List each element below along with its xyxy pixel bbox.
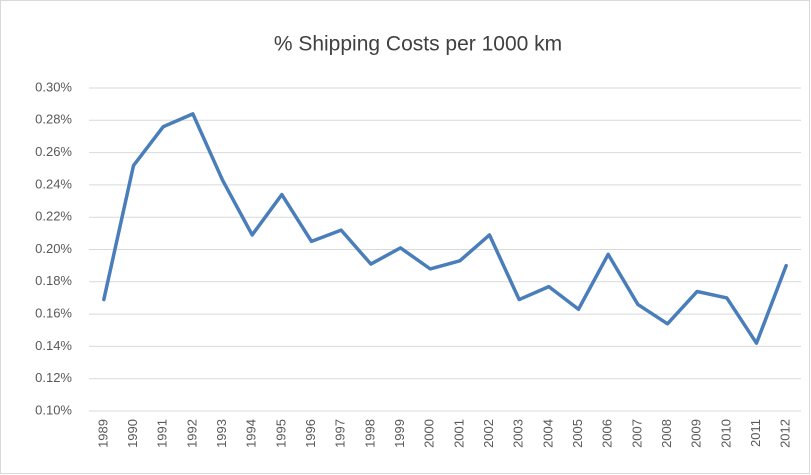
x-tick-label: 2003	[511, 419, 526, 448]
x-tick-label: 1993	[214, 419, 229, 448]
x-tick-label: 1997	[333, 419, 348, 448]
x-tick-label: 2004	[540, 419, 555, 448]
x-tick-label: 2011	[748, 419, 763, 447]
y-tick-label: 0.26%	[35, 144, 72, 159]
x-tick-label: 1990	[125, 419, 140, 448]
x-tick-label: 1994	[244, 419, 259, 448]
x-tick-label: 2010	[718, 419, 733, 448]
y-tick-label: 0.14%	[35, 338, 72, 353]
x-tick-label: 2009	[689, 419, 704, 448]
y-tick-label: 0.28%	[35, 112, 72, 127]
x-tick-label: 2007	[629, 419, 644, 448]
y-tick-label: 0.10%	[35, 402, 72, 417]
x-tick-label: 1995	[273, 419, 288, 448]
y-tick-label: 0.12%	[35, 370, 72, 385]
y-tick-label: 0.18%	[35, 273, 72, 288]
x-tick-label: 2002	[481, 419, 496, 448]
y-tick-label: 0.24%	[35, 176, 72, 191]
x-tick-label: 1989	[95, 419, 110, 448]
y-tick-label: 0.22%	[35, 209, 72, 224]
x-tick-label: 2006	[600, 419, 615, 448]
data-line	[102, 112, 788, 345]
y-tick-label: 0.16%	[35, 306, 72, 321]
x-tick-label: 1998	[362, 419, 377, 448]
y-tick-label: 0.30%	[35, 79, 72, 94]
y-tick-label: 0.20%	[35, 241, 72, 256]
x-tick-label: 1992	[184, 419, 199, 448]
x-tick-label: 1996	[303, 419, 318, 448]
x-tick-label: 2001	[451, 419, 466, 448]
x-tick-label: 1991	[155, 419, 170, 448]
x-tick-label: 2000	[422, 419, 437, 448]
x-tick-label: 2005	[570, 419, 585, 448]
x-tick-label: 2008	[659, 419, 674, 448]
chart-title: % Shipping Costs per 1000 km	[274, 33, 562, 56]
x-tick-label: 1999	[392, 419, 407, 448]
x-tick-label: 2012	[778, 419, 793, 448]
